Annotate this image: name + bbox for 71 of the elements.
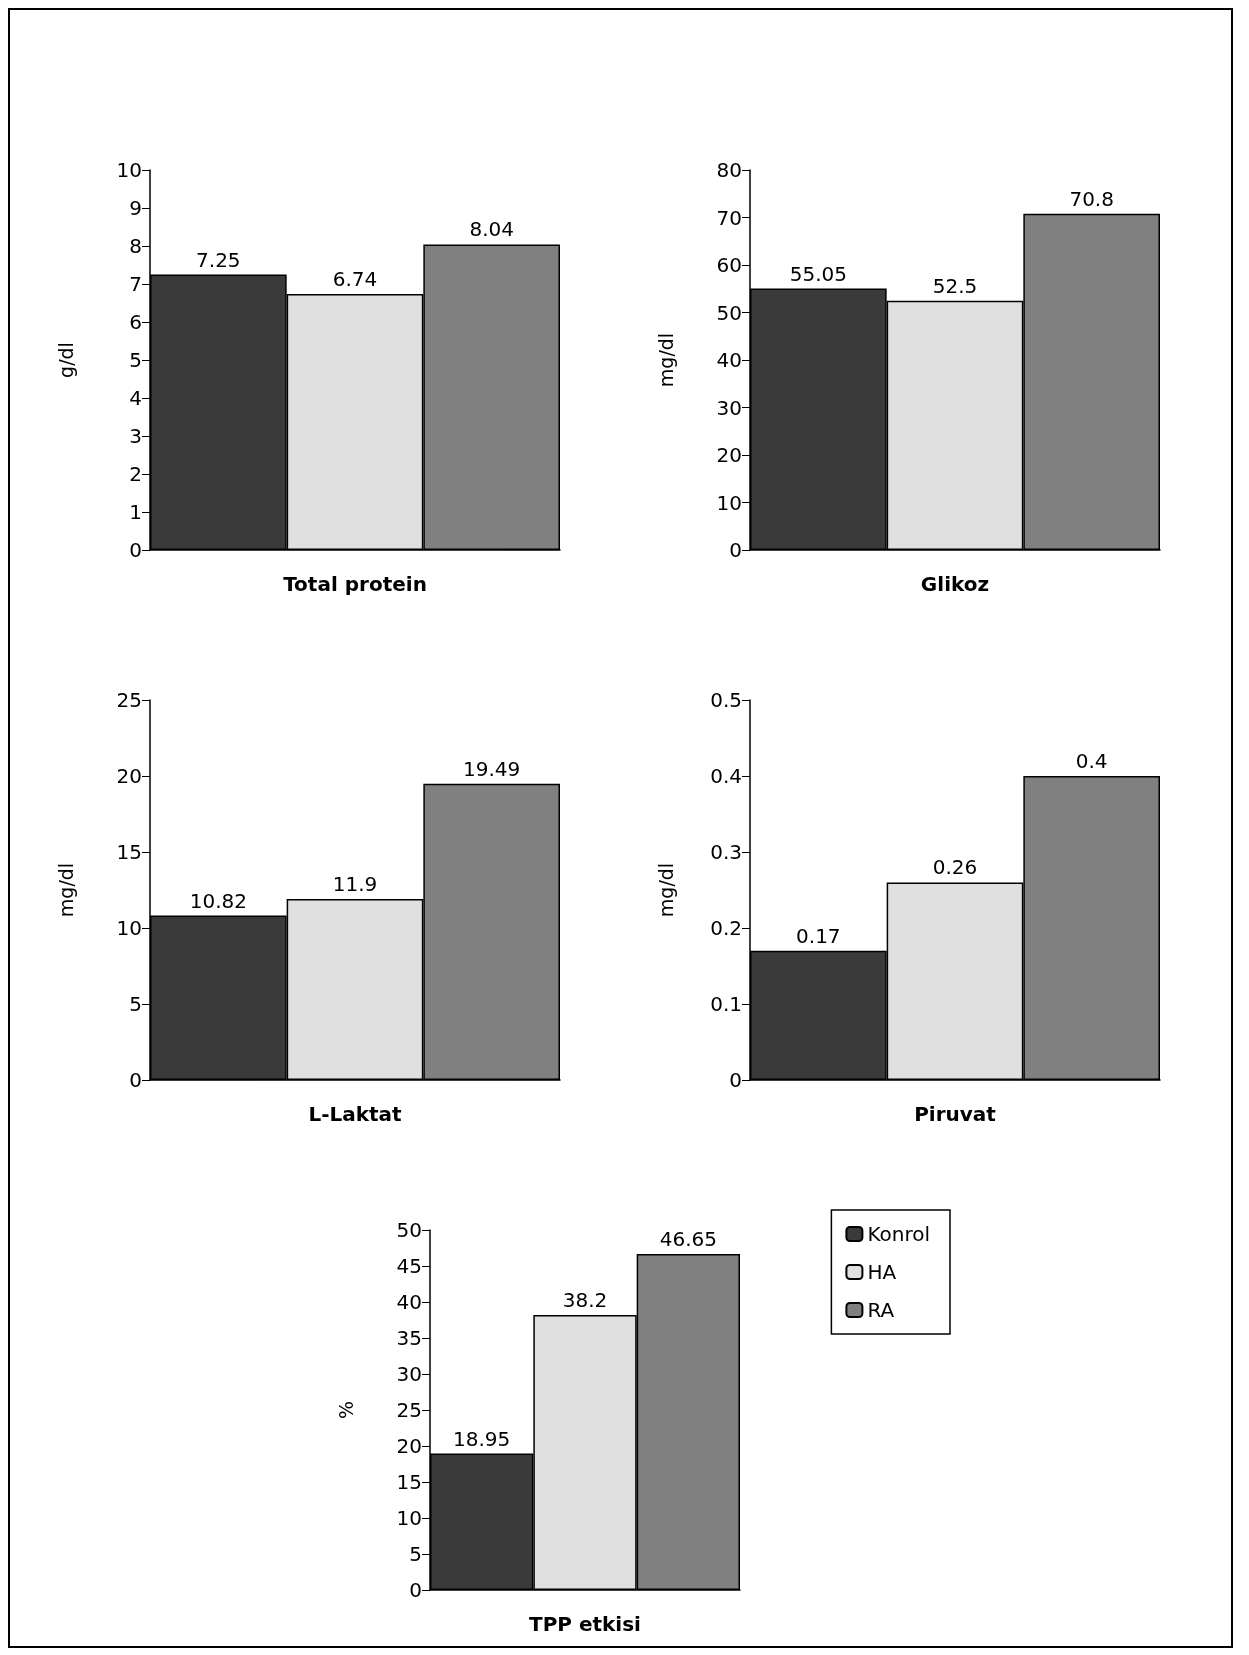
y-tick-label: 0.5 [710,688,742,712]
y-tick-label: 10 [116,158,142,182]
data-label: 46.65 [659,1227,717,1252]
y-tick-label: 4 [129,386,142,410]
data-label: 10.82 [189,888,247,913]
y-tick-label: 0 [409,1578,422,1602]
x-axis-title: Piruvat [914,1102,997,1126]
data-label: 0.17 [796,923,841,948]
y-tick-label: 60 [716,253,742,277]
y-tick-label: 6 [129,310,142,334]
x-axis-title: L-Laktat [308,1102,403,1126]
y-tick-label: 20 [396,1434,422,1458]
y-tick-label: 35 [396,1326,422,1350]
y-tick-label: 2 [129,462,142,486]
y-tick-label: 5 [409,1542,422,1566]
y-tick-label: 15 [116,840,142,864]
data-label: 0.26 [932,855,978,880]
y-tick-label: 10 [716,490,742,515]
data-label: 70.8 [1069,186,1114,211]
y-tick-label: 10 [116,916,142,940]
legend-label: Konrol [867,1222,930,1246]
y-tick-label: 5 [129,992,142,1016]
y-tick-label: 50 [716,300,742,325]
y-tick-label: 9 [129,196,142,220]
data-label: 8.04 [469,217,514,242]
y-axis-title: mg/dl [54,862,77,918]
y-tick-label: 20 [116,764,142,788]
data-label: 0.4 [1075,749,1108,773]
y-tick-label: 0 [729,1068,742,1092]
y-tick-label: 1 [129,500,142,524]
y-tick-label: 30 [396,1362,422,1386]
y-tick-label: 5 [129,348,142,372]
y-tick-label: 0.4 [710,764,742,788]
data-label: 11.9 [332,872,378,897]
y-tick-label: 0.1 [710,992,742,1016]
y-tick-label: 3 [129,424,142,448]
data-label: 18.95 [453,1426,511,1451]
y-tick-label: 25 [116,688,142,712]
data-label: 6.74 [332,266,378,291]
data-label: 19.49 [463,756,521,781]
y-tick-label: 10 [396,1506,422,1530]
data-label: 38.2 [562,1287,608,1312]
y-tick-label: 7 [129,272,142,296]
y-tick-label: 8 [129,234,142,258]
y-tick-label: 20 [716,443,742,467]
data-label: 55.05 [789,261,847,286]
y-tick-label: 40 [716,348,742,372]
y-tick-label: 50 [396,1218,422,1242]
y-tick-label: 0 [129,538,142,562]
y-tick-label: 40 [396,1290,422,1314]
legend-label: HA [867,1260,897,1284]
y-axis-title: mg/dl [654,862,677,918]
y-tick-label: 25 [396,1398,422,1422]
y-axis-title: % [334,1400,357,1420]
y-axis-title: mg/dl [654,332,677,388]
y-tick-label: 15 [396,1470,422,1494]
y-tick-label: 0 [729,538,742,562]
y-tick-label: 30 [716,395,742,420]
y-tick-label: 45 [396,1254,422,1278]
y-tick-label: 0 [129,1068,142,1092]
x-axis-title: Glikoz [920,572,990,596]
y-tick-label: 0.3 [710,840,742,864]
legend-label: RA [867,1298,895,1322]
data-label: 52.5 [932,273,978,298]
x-axis-title: Total protein [283,572,427,596]
y-axis-title: g/dl [54,342,77,378]
data-label: 7.25 [196,247,241,272]
y-tick-label: 0.2 [710,916,742,940]
y-tick-label: 70 [716,205,742,230]
y-tick-label: 80 [716,158,742,182]
x-axis-title: TPP etkisi [529,1612,641,1636]
